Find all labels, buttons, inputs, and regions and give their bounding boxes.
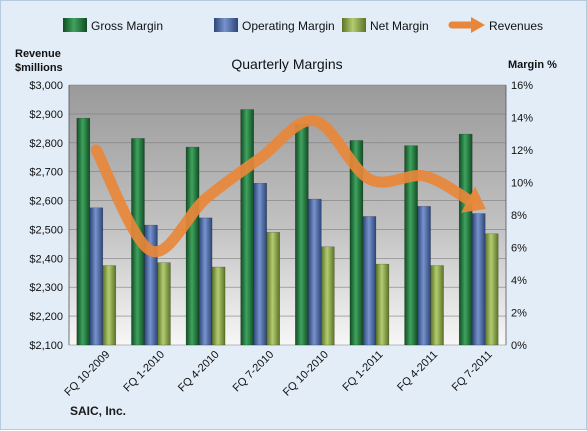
right-tick-label: 6% <box>511 243 527 255</box>
revenues-line <box>90 115 474 258</box>
left-axis-ticks: $2,100 $2,200 $2,300 $2,400 $2,500 $2,600 $2,7… <box>29 80 63 352</box>
right-tick-label: 8% <box>511 210 527 222</box>
x-tick-label: FQ 7-2011 <box>450 349 495 394</box>
legend: Gross Margin Operating Margin Net Margin… <box>63 17 543 33</box>
bar-net-margin <box>211 266 226 346</box>
right-tick-label: 2% <box>511 308 527 320</box>
bar-operating-margin <box>417 206 431 346</box>
bar-net-margin <box>484 233 499 346</box>
legend-label-net-margin: Net Margin <box>370 19 429 33</box>
left-axis-title-line2: $millions <box>15 62 63 74</box>
bar-operating-margin <box>308 198 322 346</box>
left-tick-label: $2,200 <box>29 311 63 323</box>
x-tick-label: FQ 10-2010 <box>281 349 331 399</box>
right-tick-label: 12% <box>511 145 533 157</box>
bar-operating-margin <box>198 217 213 346</box>
legend-label-revenues: Revenues <box>489 19 543 33</box>
legend-label-gross-margin: Gross Margin <box>91 19 163 33</box>
left-tick-label: $2,600 <box>29 196 63 208</box>
left-tick-label: $2,800 <box>29 138 63 150</box>
x-tick-label: FQ 10-2009 <box>62 349 112 399</box>
company-name: SAIC, Inc. <box>70 404 126 418</box>
revenue-line-group <box>90 115 486 258</box>
left-tick-label: $2,100 <box>29 340 63 352</box>
bar-gross-margin <box>458 133 473 346</box>
left-axis-title-line1: Revenue <box>15 48 61 60</box>
right-tick-label: 14% <box>511 113 533 125</box>
legend-swatch-gross-margin <box>63 18 87 32</box>
left-tick-label: $2,900 <box>29 109 63 121</box>
bar-net-margin <box>157 262 171 346</box>
chart-title: Quarterly Margins <box>231 56 342 72</box>
bar-gross-margin <box>76 117 91 346</box>
right-tick-label: 10% <box>511 178 533 190</box>
bar-operating-margin <box>253 182 267 346</box>
left-tick-label: $3,000 <box>29 80 63 92</box>
bar-net-margin <box>375 263 390 346</box>
bar-net-margin <box>102 265 117 346</box>
legend-label-operating-margin: Operating Margin <box>242 19 335 33</box>
legend-swatch-net-margin <box>342 18 366 32</box>
legend-swatch-revenues <box>448 17 485 33</box>
bar-operating-margin <box>89 207 104 346</box>
right-tick-label: 16% <box>511 80 533 92</box>
legend-swatch-operating-margin <box>214 18 238 32</box>
bar-net-margin <box>321 246 335 346</box>
right-tick-label: 4% <box>511 275 527 287</box>
left-tick-label: $2,300 <box>29 282 63 294</box>
x-axis-ticks: FQ 10-2009 FQ 1-2010 FQ 4-2010 FQ 7-2010 FQ … <box>62 349 494 399</box>
right-axis-title: Margin % <box>508 59 557 71</box>
bar-gross-margin <box>185 146 200 346</box>
left-tick-label: $2,400 <box>29 253 63 265</box>
right-tick-label: 0% <box>511 340 527 352</box>
bar-gross-margin <box>240 109 254 346</box>
revenues-arrowhead <box>461 186 486 213</box>
bar-net-margin <box>266 232 280 346</box>
left-tick-label: $2,500 <box>29 224 63 236</box>
x-tick-label: FQ 7-2010 <box>231 349 277 395</box>
right-axis-ticks: 0% 2% 4% 6% 8% 10% 12% 14% 16% <box>511 80 533 352</box>
x-tick-label: FQ 1-2010 <box>121 349 167 395</box>
left-tick-label: $2,700 <box>29 167 63 179</box>
bar-gross-margin <box>295 123 309 346</box>
bar-net-margin <box>430 265 444 346</box>
bar-operating-margin <box>471 213 486 346</box>
x-tick-label: FQ 4-2010 <box>176 349 222 395</box>
x-tick-label: FQ 1-2011 <box>340 349 385 394</box>
bar-operating-margin <box>362 216 377 346</box>
x-tick-label: FQ 4-2011 <box>395 349 440 394</box>
